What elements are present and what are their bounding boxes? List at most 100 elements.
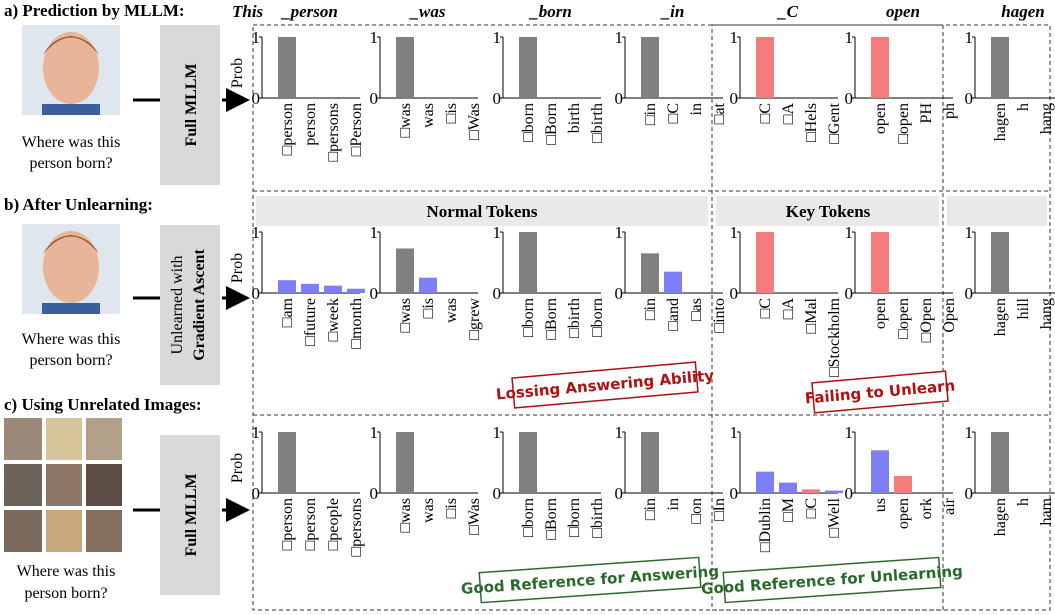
bar bbox=[991, 232, 1009, 293]
x-tick-label: h bbox=[1015, 498, 1032, 506]
bar bbox=[519, 37, 537, 98]
x-tick-label: □Hels bbox=[803, 103, 820, 142]
x-tick-label: □am bbox=[279, 297, 296, 327]
x-tick-label: in bbox=[665, 498, 682, 510]
x-tick-label: birth bbox=[566, 103, 583, 133]
bar bbox=[871, 37, 889, 98]
y-tick-label: 1 bbox=[730, 223, 739, 242]
x-tick-label: □as bbox=[688, 298, 705, 321]
y-tick-label: 0 bbox=[965, 89, 974, 108]
x-tick-label: was bbox=[420, 103, 437, 128]
other-band bbox=[947, 196, 1047, 226]
x-tick-label: h bbox=[1015, 103, 1032, 111]
stamp: Failing to Unlearn bbox=[804, 370, 956, 414]
x-tick-label: □Mal bbox=[803, 297, 820, 333]
y-tick-label: 1 bbox=[845, 28, 854, 47]
y-tick-label: 0 bbox=[845, 89, 854, 108]
x-tick-label: hang bbox=[1038, 103, 1055, 134]
bar bbox=[756, 232, 774, 293]
bar bbox=[396, 432, 414, 493]
y-axis-label: Prob bbox=[229, 453, 246, 483]
stamp: Good Reference for Unlearning bbox=[701, 556, 963, 604]
x-tick-label: □Gent bbox=[826, 102, 843, 143]
bar bbox=[871, 232, 889, 293]
unrelated-images bbox=[4, 418, 122, 552]
y-tick-label: 1 bbox=[615, 28, 624, 47]
x-tick-label: □born bbox=[520, 298, 537, 337]
model-label: Full MLLM bbox=[183, 473, 200, 556]
y-tick-label: 0 bbox=[370, 89, 379, 108]
x-tick-label: ph bbox=[941, 103, 958, 119]
x-tick-label: □is bbox=[420, 298, 437, 318]
section-label: b) After Unlearning: bbox=[4, 195, 153, 214]
y-tick-label: 1 bbox=[845, 223, 854, 242]
y-tick-label: 1 bbox=[252, 423, 261, 442]
x-tick-label: □Dublin bbox=[757, 498, 774, 552]
bar bbox=[419, 277, 437, 293]
model-label: Gradient Ascent bbox=[191, 249, 208, 361]
y-tick-label: 0 bbox=[730, 484, 739, 503]
header-token: _was bbox=[409, 2, 446, 21]
bar bbox=[802, 489, 820, 493]
x-tick-label: □into bbox=[711, 298, 728, 333]
bar bbox=[347, 288, 365, 293]
model-box bbox=[160, 225, 220, 385]
y-axis-label: Prob bbox=[229, 253, 246, 283]
bar bbox=[641, 37, 659, 98]
x-tick-label: □Well bbox=[826, 497, 843, 537]
x-tick-label: □birth bbox=[589, 103, 606, 143]
x-tick-label: □C bbox=[803, 498, 820, 518]
x-tick-label: hill bbox=[1015, 297, 1032, 319]
x-tick-label: PH bbox=[918, 103, 935, 124]
x-tick-label: open bbox=[872, 298, 889, 329]
x-tick-label: □open bbox=[895, 103, 912, 144]
y-tick-label: 0 bbox=[493, 484, 502, 503]
x-tick-label: □Born bbox=[543, 298, 560, 340]
bar bbox=[396, 248, 414, 293]
y-tick-label: 1 bbox=[730, 423, 739, 442]
band-label: Normal Tokens bbox=[427, 202, 538, 221]
x-tick-label: □at bbox=[711, 102, 728, 124]
x-tick-label: □Stockholm bbox=[826, 297, 843, 377]
x-tick-label: ork bbox=[918, 498, 935, 519]
y-tick-label: 0 bbox=[615, 89, 624, 108]
x-tick-label: hang bbox=[1038, 298, 1055, 329]
x-tick-label: hagen bbox=[992, 103, 1009, 141]
x-tick-label: □person bbox=[302, 498, 319, 550]
connectors bbox=[133, 88, 250, 522]
bar bbox=[756, 37, 774, 98]
header-token: _born bbox=[528, 2, 572, 21]
y-tick-label: 0 bbox=[845, 284, 854, 303]
y-tick-label: 1 bbox=[615, 223, 624, 242]
x-tick-label: ham bbox=[1038, 497, 1055, 525]
key-band bbox=[716, 196, 939, 226]
y-tick-label: 0 bbox=[252, 284, 261, 303]
x-tick-label: □birth bbox=[589, 498, 606, 538]
x-tick-label: □is bbox=[443, 103, 460, 123]
y-tick-label: 1 bbox=[493, 423, 502, 442]
band-label: Key Tokens bbox=[786, 202, 871, 221]
normal-band bbox=[256, 196, 708, 226]
x-tick-label: □In bbox=[711, 498, 728, 521]
x-tick-label: hagen bbox=[992, 498, 1009, 536]
x-tick-label: □person bbox=[279, 103, 296, 155]
header-token: _C bbox=[776, 2, 799, 21]
question: person born? bbox=[29, 352, 112, 369]
bar bbox=[519, 232, 537, 293]
x-tick-label: □people bbox=[325, 498, 342, 550]
x-tick-label: □week bbox=[325, 298, 342, 341]
x-tick-label: □Born bbox=[543, 103, 560, 145]
x-tick-label: □on bbox=[688, 498, 705, 524]
outer-frame bbox=[252, 24, 1051, 611]
bar bbox=[894, 475, 912, 493]
question: Where was this bbox=[22, 134, 121, 151]
x-tick-label: □person bbox=[279, 498, 296, 550]
bar bbox=[278, 280, 296, 293]
stamp: Lossing Answering Ability bbox=[495, 361, 715, 409]
question: Where was this bbox=[22, 331, 121, 348]
face-image bbox=[22, 25, 120, 115]
x-tick-label: was bbox=[420, 498, 437, 523]
bar bbox=[519, 432, 537, 493]
x-tick-label: □Open bbox=[918, 298, 935, 342]
frames bbox=[252, 24, 1051, 611]
